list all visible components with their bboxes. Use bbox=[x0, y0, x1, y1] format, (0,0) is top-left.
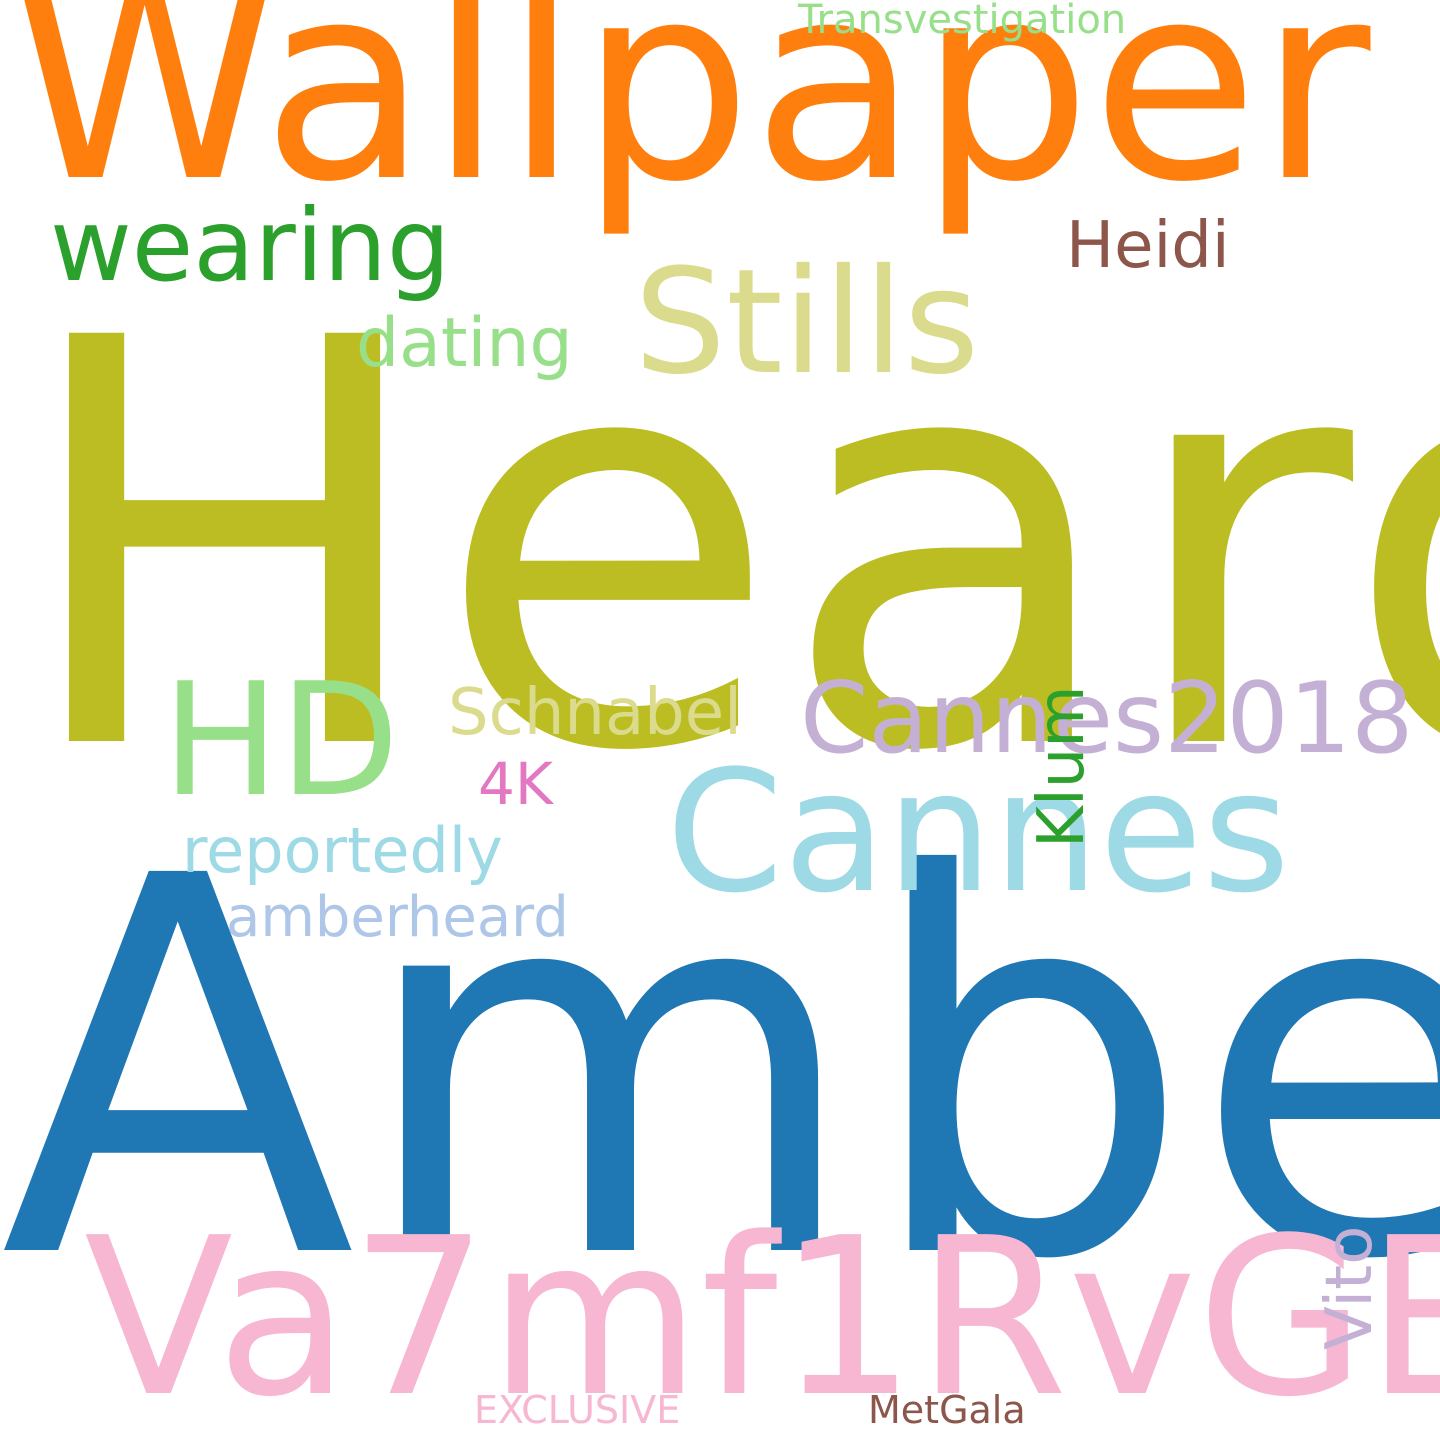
word-wearing: wearing bbox=[50, 187, 451, 304]
word-amber: Amber bbox=[0, 767, 1440, 1373]
word-vito: Vito bbox=[1313, 1225, 1387, 1350]
word-klum: Klum bbox=[1025, 685, 1099, 848]
word-exclusive: EXCLUSIVE bbox=[474, 1388, 681, 1432]
word-va7mf1rvge: Va7mf1RvGE bbox=[84, 1192, 1440, 1440]
word-dating: dating bbox=[356, 304, 573, 383]
word-reportedly: reportedly bbox=[182, 814, 503, 887]
word-cannes: Cannes bbox=[666, 734, 1291, 930]
word-stills: Stills bbox=[634, 238, 980, 407]
word-amberheard: amberheard bbox=[226, 885, 569, 950]
word-schnabel: Schnabel bbox=[448, 676, 742, 750]
word-cannes2018: Cannes2018 bbox=[800, 662, 1414, 776]
word-metgala: MetGala bbox=[868, 1388, 1026, 1432]
word-heard: Heard bbox=[14, 222, 1440, 874]
word-transvestigation: Transvestigation bbox=[798, 0, 1127, 43]
word-heidi: Heidi bbox=[1066, 209, 1230, 283]
word-4k: 4K bbox=[478, 750, 553, 818]
word-wallpaper: Wallpaper bbox=[10, 0, 1371, 242]
word-hd: HD bbox=[162, 649, 400, 831]
